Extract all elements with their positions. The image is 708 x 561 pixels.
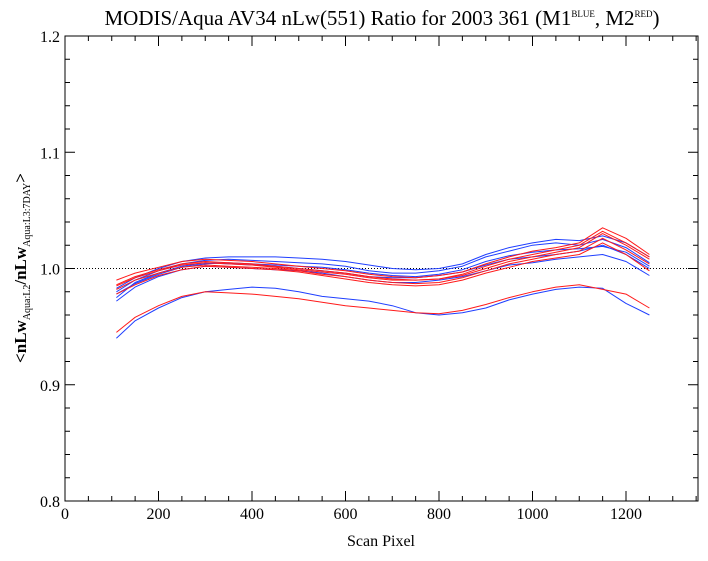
y-tick-label: 1.1 [40, 145, 60, 162]
y-axis-title: <nLwAqua:L2/nLwAqua:L3:7DAY> [11, 173, 33, 363]
y-tick-label: 0.9 [40, 378, 60, 395]
y-tick-label: 1.2 [40, 29, 60, 46]
series-line-m1-6 [116, 286, 650, 339]
x-tick-label: 800 [427, 506, 451, 523]
series-line-m2-12 [116, 284, 650, 333]
y-tick-label: 0.8 [40, 494, 60, 511]
x-tick-label: 1000 [517, 506, 549, 523]
x-tick-label: 600 [334, 506, 358, 523]
series-line-m2-10 [116, 237, 650, 290]
x-tick-label: 0 [61, 506, 69, 523]
series-line-m1-3 [116, 235, 650, 289]
chart-title: MODIS/Aqua AV34 nLw(551) Ratio for 2003 … [104, 6, 659, 30]
series-layer [116, 227, 650, 339]
series-line-m2-11 [116, 230, 650, 286]
y-tick-label: 1.0 [40, 262, 60, 279]
x-tick-label: 1200 [610, 506, 642, 523]
x-tick-label: 200 [147, 506, 171, 523]
x-tick-label: 400 [240, 506, 264, 523]
series-line-m2-9 [116, 227, 650, 281]
ticks-layer: 0 200 400 600 800 1000 1200 0.8 0.9 1.0 1.1 1.2 [40, 29, 698, 523]
series-line-m1-1 [116, 244, 650, 298]
series-line-m2-8 [116, 242, 650, 295]
series-line-m2-7 [116, 233, 650, 287]
series-line-m1-2 [116, 238, 650, 293]
series-line-m1-5 [116, 245, 650, 295]
x-axis-title: Scan Pixel [347, 533, 416, 550]
